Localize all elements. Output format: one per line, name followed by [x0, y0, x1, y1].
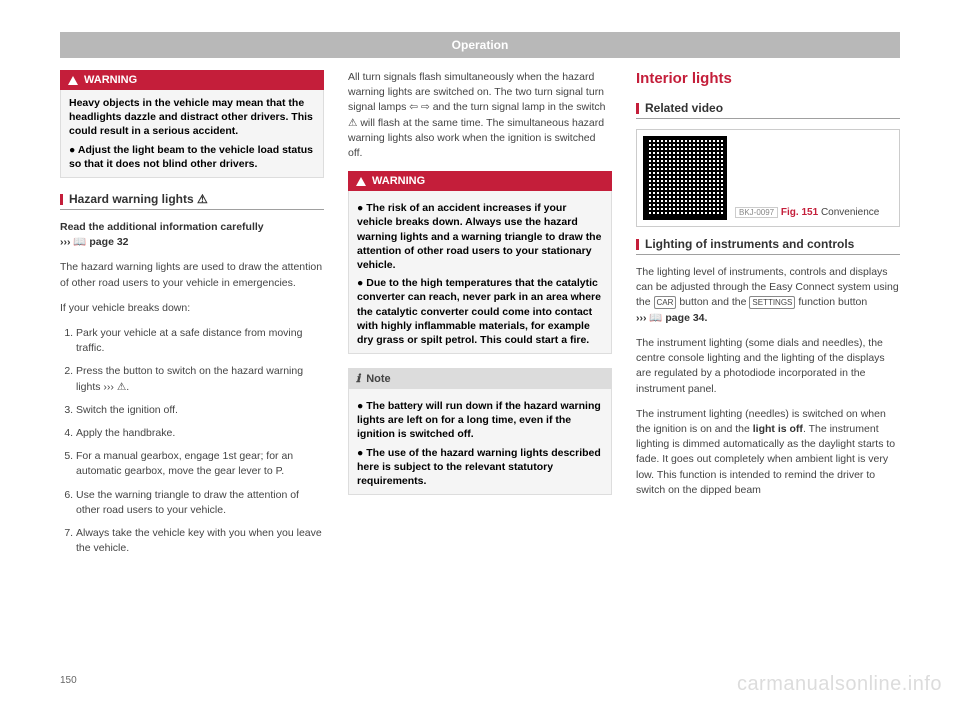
warning2-label: WARNING: [372, 175, 425, 187]
read-info: Read the additional information carefull…: [60, 220, 324, 250]
step-5: For a manual gearbox, engage 1st gear; f…: [76, 449, 324, 479]
lighting-p2: The instrument lighting (some dials and …: [636, 336, 900, 397]
note-label: Note: [366, 373, 390, 385]
warning2-bullet-1: The risk of an accident increases if you…: [357, 201, 603, 272]
breakdown-intro: If your vehicle breaks down:: [60, 301, 324, 316]
note-bullet-1: The battery will run down if the hazard …: [357, 399, 603, 442]
step-3: Switch the ignition off.: [76, 403, 324, 418]
warning-body: Heavy objects in the vehicle may mean th…: [60, 90, 324, 178]
lighting-p1: The lighting level of instruments, contr…: [636, 265, 900, 326]
car-button-icon: CAR: [654, 296, 677, 310]
warning2-bullet-2: Due to the high temperatures that the ca…: [357, 276, 603, 347]
qr-id: BKJ-0097: [735, 207, 778, 218]
read-intro: Read the additional information carefull…: [60, 221, 264, 233]
step-7: Always take the vehicle key with you whe…: [76, 526, 324, 556]
page-number: 150: [60, 675, 77, 686]
qr-block: BKJ-0097 Fig. 151 Convenience: [636, 129, 900, 227]
watermark: carmanualsonline.info: [737, 673, 942, 696]
lighting-p3: The instrument lighting (needles) is swi…: [636, 407, 900, 498]
p1c: function button: [795, 296, 867, 308]
p1b: button and the: [676, 296, 749, 308]
note-bullet-2: The use of the hazard warning lights des…: [357, 446, 603, 489]
read-ref: ››› 📖 page 32: [60, 236, 129, 248]
settings-button-icon: SETTINGS: [749, 296, 795, 310]
step-1: Park your vehicle at a safe distance fro…: [76, 326, 324, 356]
warning-bullet: Adjust the light beam to the vehicle loa…: [69, 143, 315, 171]
warning-header: WARNING: [60, 70, 324, 90]
step-4: Apply the handbrake.: [76, 426, 324, 441]
related-video-title: Related video: [636, 101, 900, 119]
page-ref: ››› 📖 page 34.: [636, 312, 707, 324]
p3b: light is off: [753, 423, 803, 435]
steps-list: Park your vehicle at a safe distance fro…: [60, 326, 324, 557]
hazard-desc: The hazard warning lights are used to dr…: [60, 260, 324, 290]
column-3: Interior lights Related video BKJ-0097 F…: [636, 70, 900, 565]
section-title-text: Hazard warning lights ⚠: [69, 192, 208, 206]
warning2-body: The risk of an accident increases if you…: [348, 191, 612, 354]
turn-signals-text: All turn signals flash simultaneously wh…: [348, 70, 612, 161]
video-title-text: Related video: [645, 101, 723, 115]
warning2-header: WARNING: [348, 171, 612, 191]
section-hazard-title: Hazard warning lights ⚠: [60, 192, 324, 210]
note-body: The battery will run down if the hazard …: [348, 389, 612, 495]
warning-icon: [356, 177, 366, 186]
interior-lights-heading: Interior lights: [636, 70, 900, 87]
title-bar-icon: [636, 103, 639, 114]
fig-text: Convenience: [821, 207, 879, 218]
lighting-section-title: Lighting of instruments and controls: [636, 237, 900, 255]
step-6: Use the warning triangle to draw the att…: [76, 488, 324, 518]
title-bar-icon: [636, 239, 639, 250]
info-icon: ℹ: [356, 372, 360, 385]
warning-text: Heavy objects in the vehicle may mean th…: [69, 96, 315, 139]
step-5-text: For a manual gearbox, engage 1st gear; f…: [76, 450, 293, 477]
note-header: ℹ Note: [348, 368, 612, 389]
fig-num: Fig. 151: [781, 207, 818, 218]
page-header: Operation: [60, 32, 900, 58]
fig-caption: BKJ-0097 Fig. 151 Convenience: [735, 207, 879, 220]
column-1: WARNING Heavy objects in the vehicle may…: [60, 70, 324, 565]
step-2: Press the button to switch on the hazard…: [76, 364, 324, 394]
warning-label: WARNING: [84, 74, 137, 86]
lighting-title-text: Lighting of instruments and controls: [645, 237, 854, 251]
warning-icon: [68, 76, 78, 85]
column-2: All turn signals flash simultaneously wh…: [348, 70, 612, 565]
qr-code-icon: [643, 136, 727, 220]
title-bar-icon: [60, 194, 63, 205]
